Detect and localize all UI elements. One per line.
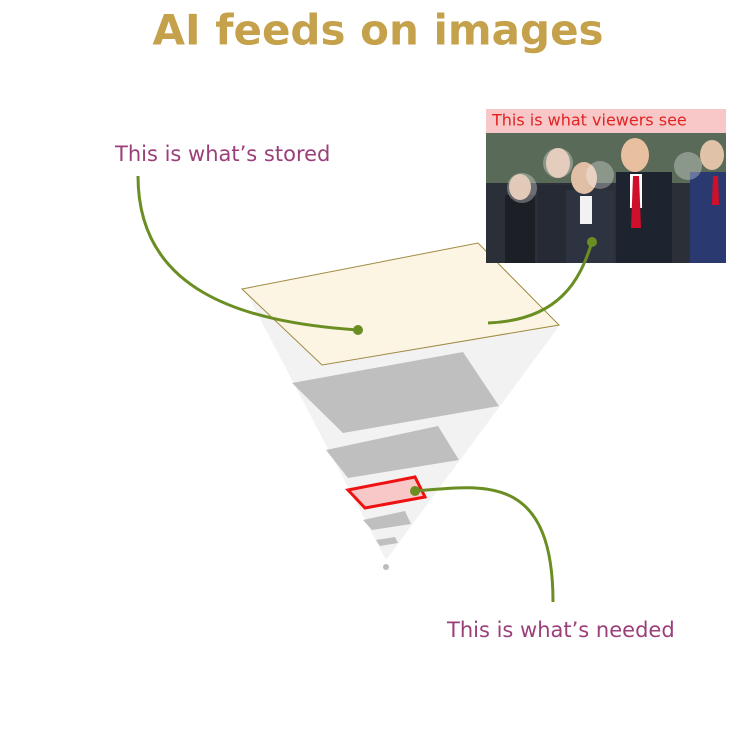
layer: [292, 352, 499, 433]
apex: [383, 564, 389, 570]
callout-dot: [410, 486, 420, 496]
viewers-label: This is what viewers see: [491, 111, 687, 130]
layer: [363, 511, 411, 530]
needed-layer: [345, 475, 428, 510]
callout-dot: [353, 325, 363, 335]
label-band: [486, 109, 726, 133]
layer: [326, 426, 459, 478]
layer: [376, 537, 398, 546]
callout-line: [414, 486, 555, 603]
stored-label: This is what’s stored: [114, 142, 330, 166]
photo: [486, 133, 726, 263]
needed-label: This is what’s needed: [446, 618, 675, 642]
title: AI feeds on images: [152, 6, 603, 55]
callout-line: [136, 175, 359, 332]
stored-layer: [240, 242, 561, 366]
callout-line: [487, 241, 594, 325]
callout-dot: [587, 237, 597, 247]
